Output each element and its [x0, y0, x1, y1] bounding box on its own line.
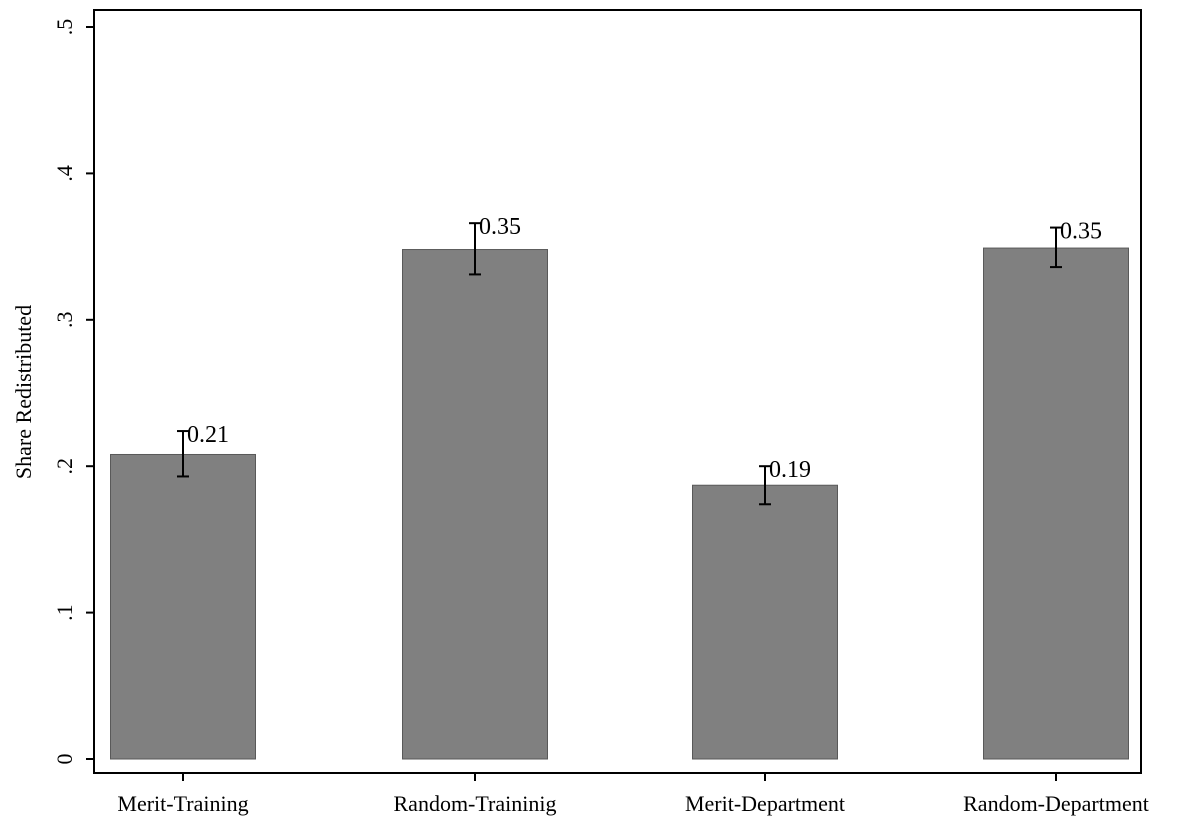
- y-tick-label: .5: [52, 19, 77, 36]
- bar: [692, 484, 838, 760]
- y-tick-label: .2: [52, 458, 77, 475]
- bar: [110, 453, 256, 760]
- data-label: 0.19: [769, 457, 811, 483]
- y-tick-label: .4: [52, 165, 77, 182]
- y-tick-label: .1: [52, 604, 77, 621]
- bars-group: 0.21 0.35 0.19 0.35: [110, 214, 1129, 760]
- y-tick-label: 0: [52, 754, 77, 765]
- bar: [402, 249, 548, 760]
- y-tick-label: .3: [52, 312, 77, 329]
- data-label: 0.35: [479, 214, 521, 240]
- x-tick-label: Merit-Training: [117, 791, 248, 816]
- x-tick-label: Random-Traininig: [394, 791, 557, 816]
- y-axis-title: Share Redistributed: [11, 305, 36, 479]
- x-tick-label: Merit-Department: [685, 791, 845, 816]
- x-tick-label: Random-Department: [963, 791, 1149, 816]
- plot-frame: [93, 9, 1142, 774]
- data-label: 0.21: [187, 422, 229, 448]
- data-label: 0.35: [1060, 219, 1102, 245]
- y-axis: 0 .1 .2 .3 .4 .5: [52, 19, 94, 765]
- x-axis: Merit-Training Random-Traininig Merit-Depa…: [117, 773, 1149, 816]
- bar: [983, 247, 1129, 760]
